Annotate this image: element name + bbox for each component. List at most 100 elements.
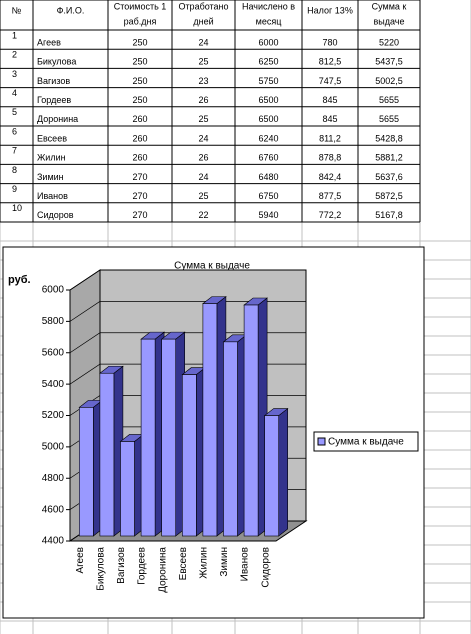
value-cell: 6750 xyxy=(258,191,278,201)
y-tick-label: 5800 xyxy=(42,316,65,327)
bar-front xyxy=(202,303,218,537)
x-tick-label: Жилин xyxy=(199,547,210,579)
value-cell: 811,2 xyxy=(319,133,341,143)
value-cell: 26 xyxy=(198,95,208,105)
x-tick-label: Доронина xyxy=(157,547,168,593)
bar-front xyxy=(120,441,135,537)
value-cell: 845 xyxy=(322,95,337,105)
value-cell: 878,8 xyxy=(319,153,342,163)
legend-swatch xyxy=(317,437,326,446)
value-cell: 6760 xyxy=(258,153,278,163)
name-cell: Зимин xyxy=(37,172,64,182)
y-tick-label: 4400 xyxy=(42,536,65,547)
bar xyxy=(99,365,124,537)
value-cell: 5655 xyxy=(379,95,399,105)
value-cell: 5428,8 xyxy=(375,133,403,143)
value-cell: 5220 xyxy=(379,37,399,47)
bar xyxy=(202,296,227,537)
value-cell: 772,2 xyxy=(319,210,342,220)
value-cell: 24 xyxy=(198,133,208,143)
row-number: 5 xyxy=(12,107,17,117)
x-tick-label: Сидоров xyxy=(260,547,271,588)
value-cell: 260 xyxy=(132,114,147,124)
value-cell: 845 xyxy=(322,114,337,124)
bar-front xyxy=(161,338,176,537)
value-cell: 260 xyxy=(132,153,147,163)
value-cell: 877,5 xyxy=(319,191,342,201)
grid-line xyxy=(69,301,306,322)
value-cell: 5750 xyxy=(258,76,278,86)
bar-front xyxy=(79,407,94,537)
header-cell: Отработано xyxy=(178,1,228,11)
bar xyxy=(140,331,165,537)
y-tick-label: 5200 xyxy=(42,410,65,421)
header-cell: выдаче xyxy=(373,16,404,26)
x-tick-label: Зимин xyxy=(219,547,230,577)
x-tick-label: Агеев xyxy=(75,547,86,574)
bar xyxy=(160,331,186,537)
name-cell: Бикулова xyxy=(37,57,76,67)
name-cell: Агеев xyxy=(37,37,61,47)
bar xyxy=(263,407,289,537)
value-cell: 5940 xyxy=(258,210,278,220)
name-cell: Иванов xyxy=(37,191,68,201)
value-cell: 6240 xyxy=(258,133,278,143)
row-number: 1 xyxy=(12,30,17,40)
value-cell: 747,5 xyxy=(319,76,342,86)
value-cell: 5637,6 xyxy=(375,172,403,182)
header-cell: раб.дня xyxy=(124,16,157,26)
bar-side xyxy=(278,407,289,537)
value-cell: 250 xyxy=(132,57,147,67)
value-cell: 270 xyxy=(132,172,147,182)
value-cell: 250 xyxy=(132,95,147,105)
value-cell: 250 xyxy=(132,76,147,86)
value-cell: 22 xyxy=(198,210,208,220)
y-tick-label: 6000 xyxy=(42,285,65,296)
value-cell: 25 xyxy=(198,191,208,201)
value-cell: 270 xyxy=(132,191,147,201)
row-number: 6 xyxy=(12,126,17,136)
legend-box xyxy=(313,431,419,452)
header-cell: № xyxy=(12,5,22,15)
value-cell: 24 xyxy=(198,37,208,47)
x-tick-label: Вагизов xyxy=(116,547,127,584)
x-tick-label: Евсеев xyxy=(178,547,189,580)
name-cell: Сидоров xyxy=(37,210,74,220)
name-cell: Доронина xyxy=(37,114,78,124)
name-cell: Вагизов xyxy=(37,76,70,86)
name-cell: Жилин xyxy=(37,153,66,163)
grid-line xyxy=(69,332,306,354)
bar-front xyxy=(182,374,197,537)
table: № Ф.И.О. Стоимость 1 раб.дня Отработано дней Н… xyxy=(0,0,421,223)
y-tick-label: 5000 xyxy=(42,442,65,453)
value-cell: 24 xyxy=(198,172,208,182)
value-cell: 23 xyxy=(198,76,208,86)
bar xyxy=(243,297,268,537)
y-axis-label: руб. xyxy=(8,274,31,286)
value-cell: 270 xyxy=(132,210,147,220)
y-tick-label: 5600 xyxy=(42,347,65,358)
row-number: 4 xyxy=(12,88,17,98)
value-cell: 260 xyxy=(132,133,147,143)
value-cell: 6480 xyxy=(258,172,278,182)
y-tick-label: 4800 xyxy=(42,473,65,484)
row-number: 2 xyxy=(12,50,17,60)
bar-front xyxy=(140,338,156,537)
legend-label: Сумма к выдаче xyxy=(328,437,404,448)
name-cell: Гордеев xyxy=(37,95,71,105)
name-cell: Евсеев xyxy=(37,133,67,143)
header-cell: Ф.И.О. xyxy=(57,5,85,15)
value-cell: 5655 xyxy=(379,114,399,124)
header-cell: месяц xyxy=(256,16,282,26)
value-cell: 5881,2 xyxy=(375,153,403,163)
value-cell: 250 xyxy=(132,37,147,47)
grid-line xyxy=(69,269,306,291)
y-tick-label: 5400 xyxy=(42,379,65,390)
value-cell: 812,5 xyxy=(319,57,342,67)
value-cell: 5437,5 xyxy=(375,57,403,67)
chart: Сумма к выдаче руб. 4400 4600 4800 5000 5200… xyxy=(2,246,425,619)
bar xyxy=(181,366,207,537)
row-number: 9 xyxy=(12,184,17,194)
bar xyxy=(222,334,248,537)
